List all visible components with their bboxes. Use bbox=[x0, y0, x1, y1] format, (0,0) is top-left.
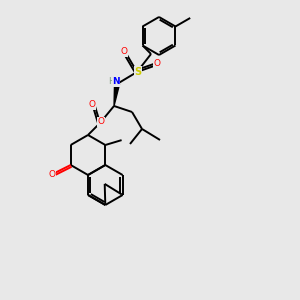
Text: O: O bbox=[121, 47, 128, 56]
Text: H: H bbox=[108, 77, 114, 86]
Text: O: O bbox=[88, 100, 96, 109]
Text: N: N bbox=[112, 77, 120, 86]
Polygon shape bbox=[114, 84, 119, 106]
Text: S: S bbox=[134, 67, 142, 77]
Text: O: O bbox=[48, 169, 55, 178]
Text: O: O bbox=[98, 118, 104, 127]
Text: O: O bbox=[154, 59, 160, 68]
